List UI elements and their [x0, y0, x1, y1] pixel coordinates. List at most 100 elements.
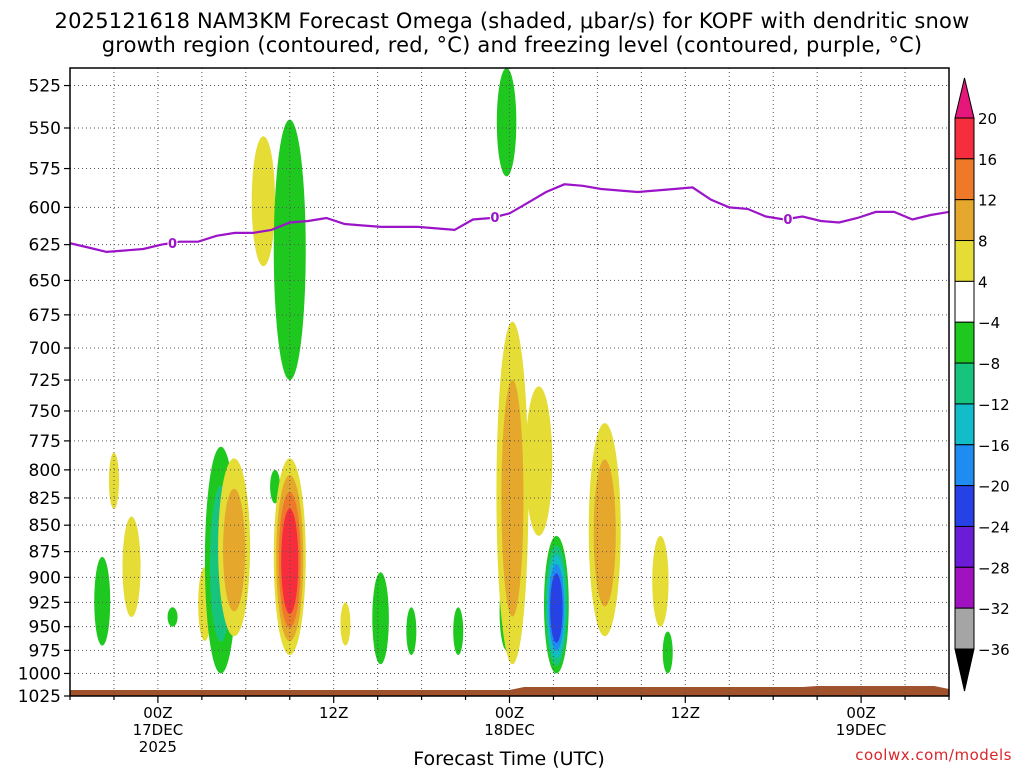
- omega-cell-7: [218, 458, 251, 637]
- omega-cell-band: [340, 602, 351, 646]
- colorbar-label: 4: [978, 273, 988, 291]
- omega-cell-band: [281, 508, 299, 614]
- grid-lines: [70, 68, 949, 696]
- colorbar-label: −20: [978, 478, 1010, 496]
- chart-subtitle: growth region (contoured, red, °C) and f…: [101, 33, 923, 57]
- colorbar-label: −8: [978, 355, 1000, 373]
- omega-cell-band: [273, 119, 306, 381]
- x-tick-label: 18DEC: [484, 721, 535, 739]
- colorbar-bin: [954, 607, 975, 650]
- y-tick-label: 775: [29, 432, 61, 452]
- y-tick-label: 900: [29, 568, 61, 588]
- omega-cell-21: [588, 423, 621, 637]
- omega-cell-4: [167, 607, 178, 627]
- y-axis: 525 550 575 600 625 650 675 700 725 750 775 800 825 8…: [18, 77, 70, 707]
- y-tick-label: 725: [29, 371, 61, 391]
- freezing-level-contour: 0 0 0: [70, 183, 949, 254]
- colorbar-label: −36: [978, 641, 1010, 659]
- omega-cell-14: [406, 607, 417, 656]
- y-tick-label: 650: [29, 271, 61, 291]
- y-tick-label: 700: [29, 339, 61, 359]
- omega-cell-band: [122, 516, 141, 618]
- y-tick-label: 1000: [18, 664, 61, 684]
- x-tick-label: 12Z: [319, 704, 348, 722]
- omega-cell-15: [453, 607, 464, 656]
- credit-link[interactable]: coolwx.com/models: [855, 746, 1012, 764]
- freezing-level-line: [70, 183, 949, 254]
- colorbar-under-arrow: [954, 648, 975, 692]
- omega-cell-band: [496, 68, 517, 177]
- omega-cell-band: [406, 607, 417, 656]
- omega-cell-band: [593, 459, 616, 607]
- colorbar-bin: [954, 566, 975, 609]
- omega-cell-band: [662, 631, 673, 674]
- omega-cell-13: [372, 572, 389, 665]
- omega-shading: [94, 68, 673, 674]
- omega-cell-1: [94, 556, 111, 646]
- y-tick-label: 850: [29, 516, 61, 536]
- colorbar-label: 16: [978, 151, 997, 169]
- x-tick-label: 2025: [139, 738, 177, 756]
- colorbar-bin: [954, 321, 975, 364]
- omega-cell-band: [94, 556, 111, 646]
- x-tick-label: 12Z: [671, 704, 700, 722]
- omega-cell-band: [501, 380, 524, 617]
- omega-cell-22: [652, 535, 669, 627]
- omega-cell-23: [662, 631, 673, 674]
- colorbar: 20 16 12 8 4 −4 −8 −12 −16 −20 −24 −28 −32 −36: [954, 77, 1010, 692]
- colorbar-label: −16: [978, 437, 1010, 455]
- omega-cell-17: [496, 68, 517, 177]
- omega-cell-band: [251, 136, 276, 267]
- colorbar-bin: [954, 117, 975, 160]
- omega-cell-20: [543, 535, 569, 674]
- omega-cell-band: [550, 573, 563, 643]
- colorbar-bin: [954, 240, 975, 282]
- freezing-level-label-bg: [782, 211, 793, 225]
- y-tick-label: 675: [29, 306, 61, 326]
- y-tick-label: 925: [29, 593, 61, 613]
- y-tick-label: 1025: [18, 687, 61, 707]
- freezing-level-label-bg: [167, 235, 178, 249]
- omega-cell-12: [340, 602, 351, 646]
- colorbar-bin: [954, 362, 975, 405]
- omega-cell-band: [167, 607, 178, 627]
- colorbar-bin: [954, 199, 975, 242]
- omega-cell-3: [122, 516, 141, 618]
- y-tick-label: 575: [29, 160, 61, 180]
- colorbar-bin: [954, 280, 975, 323]
- colorbar-bin: [954, 403, 975, 446]
- x-tick-label: 17DEC: [133, 721, 184, 739]
- freezing-level-label: 0: [490, 211, 499, 226]
- colorbar-label: −12: [978, 396, 1010, 414]
- y-tick-label: 600: [29, 198, 61, 218]
- omega-cell-band: [372, 572, 389, 665]
- y-tick-label: 875: [29, 543, 61, 563]
- colorbar-bin: [954, 525, 975, 568]
- omega-cell-19: [525, 386, 553, 536]
- omega-cell-18: [496, 321, 529, 665]
- colorbar-label: −4: [978, 314, 1000, 332]
- colorbar-label: 12: [978, 192, 997, 210]
- colorbar-label: −24: [978, 518, 1010, 536]
- y-tick-label: 975: [29, 641, 61, 661]
- omega-cell-band: [652, 535, 669, 627]
- x-tick-label: 00Z: [143, 704, 172, 722]
- y-tick-label: 800: [29, 461, 61, 481]
- colorbar-bin: [954, 444, 975, 487]
- y-tick-label: 750: [29, 402, 61, 422]
- y-tick-label: 625: [29, 236, 61, 256]
- y-tick-label: 825: [29, 489, 61, 509]
- omega-cell-8: [251, 136, 276, 267]
- colorbar-bin: [954, 158, 975, 201]
- colorbar-label: 20: [978, 110, 997, 128]
- omega-cell-band: [223, 488, 246, 612]
- freezing-level-label: 0: [783, 213, 792, 228]
- x-tick-label: 00Z: [495, 704, 524, 722]
- colorbar-over-arrow: [954, 77, 975, 119]
- x-tick-label: 19DEC: [836, 721, 887, 739]
- x-tick-label: 00Z: [846, 704, 875, 722]
- freezing-level-label: 0: [168, 237, 177, 252]
- y-tick-label: 525: [29, 77, 61, 97]
